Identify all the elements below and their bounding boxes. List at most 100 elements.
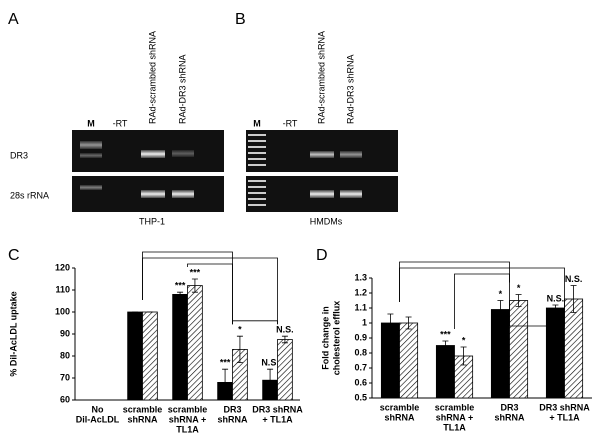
- error-bar: [177, 291, 184, 297]
- bracket: [187, 263, 233, 325]
- error-bar: [191, 278, 198, 293]
- x-tick-label: scramble: [380, 402, 420, 412]
- significance-label: N.S.: [261, 358, 279, 368]
- y-tick-label: 0.6: [354, 377, 367, 387]
- y-tick-label: 1: [362, 317, 367, 327]
- x-tick-label: shRNA +: [436, 412, 473, 422]
- bar: [509, 300, 529, 399]
- bracket: [399, 267, 565, 302]
- lane-label: RAd-DR3 shRNA: [177, 54, 187, 124]
- error-bar: [387, 313, 394, 333]
- y-tick-label: 0.5: [354, 392, 367, 402]
- error-bar: [552, 304, 559, 312]
- bar: [435, 345, 455, 399]
- lane-label: -RT: [113, 118, 128, 128]
- panel-letter: A: [8, 11, 19, 28]
- error-bar: [442, 340, 449, 351]
- significance-label: *: [238, 325, 242, 335]
- significance-label: N.S.: [276, 325, 294, 335]
- x-tick-label: DR3 shRNA: [252, 404, 303, 414]
- significance-label: *: [499, 289, 503, 299]
- y-tick-label: 0.7: [354, 362, 367, 372]
- x-tick-label: shRNA: [217, 414, 248, 424]
- lane-label: -RT: [283, 118, 298, 128]
- error-bar: [281, 335, 288, 344]
- significance-label: N.S.: [547, 293, 565, 303]
- bar: [380, 322, 400, 399]
- x-tick-label: DR3: [223, 404, 241, 414]
- y-axis-label: cholesterol efflux: [331, 301, 341, 376]
- y-tick-label: 110: [55, 284, 70, 294]
- significance-label: ***: [175, 281, 186, 291]
- error-bar: [515, 294, 522, 307]
- y-tick-label: 1.2: [354, 287, 367, 297]
- bar: [172, 293, 188, 401]
- y-tick-label: 100: [55, 306, 70, 316]
- bar: [490, 309, 510, 399]
- y-tick-label: 70: [60, 372, 70, 382]
- significance-label: ***: [440, 329, 451, 339]
- x-tick-label: DR3 shRNA: [539, 402, 590, 412]
- bracket: [232, 320, 278, 325]
- x-tick-label: shRNA: [127, 414, 158, 424]
- bar: [142, 311, 158, 401]
- x-tick-label: scramble: [168, 404, 208, 414]
- row-label: 28s rRNA: [10, 190, 49, 200]
- error-bar: [222, 368, 229, 396]
- panel-letter: D: [316, 247, 328, 264]
- y-tick-label: 0.9: [354, 332, 367, 342]
- y-tick-label: 120: [55, 262, 70, 272]
- significance-label: ***: [190, 267, 201, 277]
- bar: [277, 339, 293, 401]
- bar: [399, 322, 419, 399]
- x-tick-label: No: [92, 404, 104, 414]
- lane-label: M: [87, 118, 95, 128]
- x-tick-label: Dil-AcLDL: [76, 414, 120, 424]
- x-tick-label: + TL1A: [262, 414, 293, 424]
- significance-label: N.S.: [565, 274, 583, 284]
- bar: [187, 285, 203, 401]
- bar: [127, 311, 143, 401]
- x-tick-label: shRNA: [494, 412, 525, 422]
- lane-label: M: [253, 118, 261, 128]
- y-tick-label: 0.8: [354, 347, 367, 357]
- x-tick-label: scramble: [123, 404, 163, 414]
- lane-label: RAd-DR3 shRNA: [345, 54, 355, 124]
- cell-label: THP-1: [139, 216, 165, 226]
- panel-letter: B: [235, 11, 246, 28]
- x-tick-label: TL1A: [176, 424, 199, 434]
- x-tick-label: scramble: [435, 402, 475, 412]
- x-tick-label: shRNA +: [169, 414, 206, 424]
- lane-label: RAd-scrambled shRNA: [316, 31, 326, 124]
- y-axis-label: % Dil-AcLDL uptake: [8, 291, 18, 376]
- error-bar: [460, 346, 467, 366]
- y-tick-label: 60: [60, 394, 70, 404]
- gel-images: [72, 130, 398, 212]
- cell-label: HMDMs: [310, 216, 343, 226]
- y-tick-label: 1.1: [354, 302, 367, 312]
- error-bar: [570, 285, 577, 313]
- y-tick-label: 90: [60, 328, 70, 338]
- row-label: DR3: [10, 150, 28, 160]
- error-bar: [405, 316, 412, 330]
- significance-label: *: [517, 283, 521, 293]
- x-tick-label: + TL1A: [549, 412, 580, 422]
- significance-label: ***: [220, 358, 231, 368]
- y-tick-label: 80: [60, 350, 70, 360]
- error-bar: [236, 335, 243, 363]
- significance-label: *: [462, 335, 466, 345]
- error-bar: [497, 300, 504, 319]
- bracket: [142, 257, 278, 325]
- y-axis-label: Fold change in: [320, 306, 330, 370]
- x-tick-label: TL1A: [443, 422, 466, 432]
- y-tick-label: 1.3: [354, 272, 367, 282]
- x-tick-label: DR3: [500, 402, 518, 412]
- bar: [564, 298, 584, 399]
- panel-letter: C: [8, 247, 20, 264]
- error-bar: [267, 368, 274, 392]
- x-tick-label: shRNA: [384, 412, 415, 422]
- bar: [545, 307, 565, 399]
- lane-label: RAd-scrambled shRNA: [147, 31, 157, 124]
- bracket: [454, 273, 510, 329]
